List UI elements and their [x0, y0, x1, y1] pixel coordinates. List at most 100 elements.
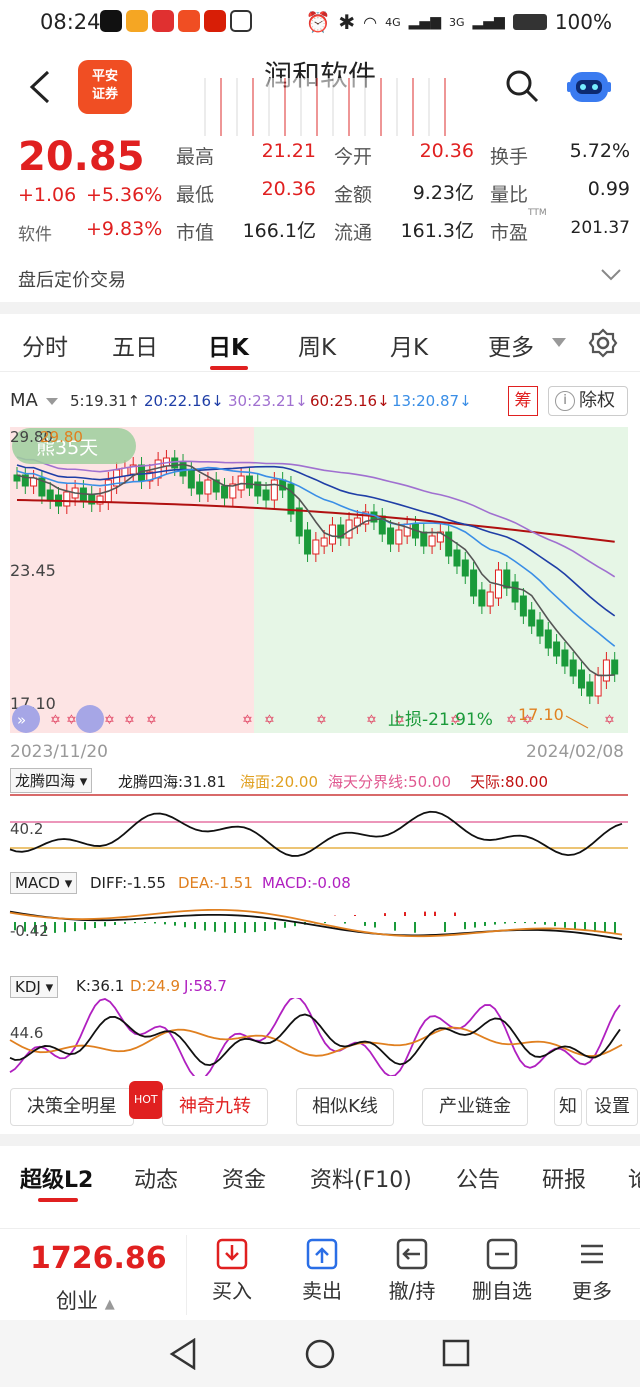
kdj-k: K:36.1 — [76, 977, 125, 995]
tab-news[interactable]: 动态 — [134, 1168, 179, 1193]
tab-f10[interactable]: 资料(F10) — [310, 1168, 412, 1193]
ma-dropdown-icon[interactable] — [46, 398, 58, 406]
nav-home-icon[interactable] — [304, 1338, 336, 1370]
candle — [561, 649, 569, 667]
sector-name[interactable]: 软件 — [18, 225, 52, 245]
macd-bar — [514, 922, 516, 924]
expand-circle-icon[interactable] — [12, 705, 40, 733]
chip-nine-turn[interactable]: 神奇九转 — [162, 1088, 268, 1126]
candle — [519, 595, 527, 617]
macd-bar — [464, 922, 466, 930]
gear-icon[interactable] — [588, 328, 618, 358]
expand-chevrons-icon: » — [17, 711, 26, 729]
macd-bar — [114, 922, 116, 925]
tab-intraday[interactable]: 分时 — [22, 335, 68, 361]
star-icon: ✡ — [242, 713, 253, 728]
last-price: 20.85 — [18, 134, 145, 180]
sell-button[interactable]: 卖出 — [282, 1237, 362, 1304]
chevron-down-icon[interactable] — [600, 268, 622, 282]
tab-five-day[interactable]: 五日 — [112, 335, 158, 361]
star-icon: ✡ — [124, 713, 135, 728]
candle — [38, 477, 46, 497]
nfc-icon — [230, 10, 252, 32]
macd-bar — [194, 922, 196, 929]
tab-weekly-k[interactable]: 周K — [298, 335, 337, 361]
tab-research[interactable]: 研报 — [542, 1168, 587, 1193]
candle — [544, 629, 552, 649]
chip-industry-chain[interactable]: 产业链金 — [422, 1088, 528, 1126]
back-arrow-icon[interactable] — [28, 70, 52, 104]
y-axis-top-high: 29.80 — [40, 428, 83, 446]
drag-circle-icon[interactable] — [76, 705, 104, 733]
chip-knowledge[interactable]: 知 — [554, 1088, 582, 1126]
kdj-selector[interactable]: KDJ ▾ — [10, 976, 59, 998]
kdj-chart: 44.6 — [9, 998, 623, 1076]
nav-recents-icon[interactable] — [442, 1339, 470, 1367]
dea-line — [9, 908, 623, 938]
indicator1-haitian: 海天分界线:50.00 — [328, 773, 451, 791]
robot-assistant-icon[interactable] — [566, 66, 612, 106]
candle — [362, 511, 370, 525]
macd-dea: DEA:-1.51 — [178, 874, 253, 892]
after-hours-trading[interactable]: 盘后定价交易 — [18, 270, 126, 291]
index-value[interactable]: 1726.86 — [30, 1241, 167, 1276]
ma-legend: MA 5:19.31↑ 20:22.16↓ 30:23.21↓ 60:25.16… — [0, 384, 640, 420]
tab-monthly-k[interactable]: 月K — [390, 335, 429, 361]
more-actions-button[interactable]: 更多 — [552, 1237, 632, 1304]
tab-announcements[interactable]: 公告 — [456, 1168, 501, 1193]
mcap-value: 166.1亿 — [242, 220, 316, 242]
macd-histogram — [14, 911, 616, 933]
logo-text-2: 证券 — [91, 87, 118, 102]
tab-more[interactable]: 更多 — [488, 335, 534, 361]
recovery-phase-background — [254, 427, 628, 733]
remove-watchlist-label: 删自选 — [472, 1279, 532, 1303]
macd-bar — [434, 911, 436, 916]
remove-watchlist-button[interactable]: 删自选 — [462, 1237, 542, 1304]
cancel-hold-button[interactable]: 撤/持 — [372, 1237, 452, 1304]
candle — [569, 659, 577, 677]
low-price-marker: 17.10 — [518, 705, 564, 724]
status-app-icons — [100, 10, 252, 34]
chip-settings[interactable]: 设置 — [586, 1088, 638, 1126]
float-value: 161.3亿 — [400, 220, 474, 242]
candle — [304, 529, 312, 555]
macd-bar — [274, 922, 276, 930]
more-actions-label: 更多 — [572, 1279, 612, 1303]
section-divider — [0, 302, 640, 314]
indicator1-selector[interactable]: 龙腾四海 ▾ — [10, 768, 93, 793]
quote-panel: 20.85 +1.06 +5.36% 软件 +9.83% 最高 21.21 今开… — [0, 132, 640, 302]
tab-super-l2[interactable]: 超级L2 — [20, 1168, 94, 1193]
macd-bar — [604, 922, 606, 933]
macd-selector[interactable]: MACD ▾ — [10, 872, 78, 894]
ticker-overlay — [190, 78, 460, 136]
longteng-line — [9, 810, 623, 857]
divider — [186, 1235, 187, 1315]
index-name[interactable]: 创业 ▲ — [56, 1285, 115, 1315]
macd-value: MACD:-0.08 — [262, 874, 351, 892]
search-icon[interactable] — [504, 68, 540, 104]
nav-back-icon[interactable] — [168, 1338, 198, 1370]
chip-decision-stars[interactable]: 决策全明星 HOT — [10, 1081, 163, 1126]
pingan-notification-icon — [178, 10, 200, 32]
active-tab-indicator — [210, 366, 248, 370]
more-triangle-icon[interactable] — [552, 338, 566, 348]
tab-forum[interactable]: 论 — [628, 1168, 640, 1193]
candle — [187, 469, 195, 489]
chip-similar-k[interactable]: 相似K线 — [296, 1088, 394, 1126]
tab-daily-k[interactable]: 日K — [208, 335, 249, 361]
star-icon: ✡ — [366, 713, 377, 728]
kline-chart[interactable]: 熊35天 29.80 29.80 23.45 17.10 ✡ ✡ ✡ ✡ ✡ ✡ ✡ ✡ ✡ ✡ ✡… — [0, 420, 640, 762]
candle — [221, 485, 229, 499]
buy-button[interactable]: 买入 — [192, 1237, 272, 1304]
candle — [553, 641, 561, 657]
alarm-icon: ⏰ — [305, 10, 331, 34]
volratio-label: 量比 — [490, 184, 529, 206]
k-line — [9, 1013, 621, 1067]
low-value: 20.36 — [261, 178, 316, 200]
tab-funds[interactable]: 资金 — [222, 1168, 267, 1193]
bear-days-badge: 熊35天 — [36, 437, 98, 459]
ma-selector[interactable]: MA — [10, 390, 38, 411]
macd-bar — [504, 922, 506, 924]
ex-rights-button[interactable]: i 除权 — [548, 386, 628, 416]
chip-distribution-button[interactable]: 筹 — [508, 386, 538, 416]
